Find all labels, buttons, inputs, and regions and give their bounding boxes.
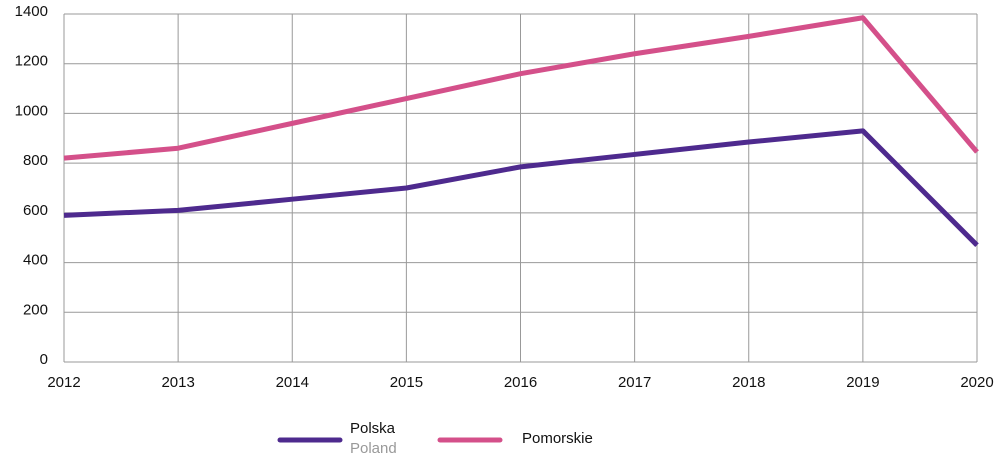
x-tick-label: 2015	[390, 374, 423, 391]
y-tick-label: 1000	[15, 102, 48, 119]
x-tick-label: 2020	[960, 374, 993, 391]
legend-label: Polska	[350, 420, 396, 437]
y-tick-label: 200	[23, 301, 48, 318]
x-tick-label: 2017	[618, 374, 651, 391]
y-tick-label: 1400	[15, 3, 48, 20]
x-tick-label: 2019	[846, 374, 879, 391]
x-tick-label: 2014	[276, 374, 309, 391]
x-tick-label: 2013	[161, 374, 194, 391]
y-tick-label: 600	[23, 202, 48, 219]
y-tick-label: 1200	[15, 53, 48, 70]
x-tick-label: 2012	[47, 374, 80, 391]
y-tick-label: 400	[23, 252, 48, 269]
x-tick-label: 2016	[504, 374, 537, 391]
x-tick-label: 2018	[732, 374, 765, 391]
series-line	[63, 15, 979, 161]
series-line	[63, 128, 979, 247]
y-tick-label: 0	[40, 351, 48, 368]
y-tick-label: 800	[23, 152, 48, 169]
legend-translation: Poland	[350, 440, 397, 457]
legend-label: Pomorskie	[522, 430, 593, 447]
